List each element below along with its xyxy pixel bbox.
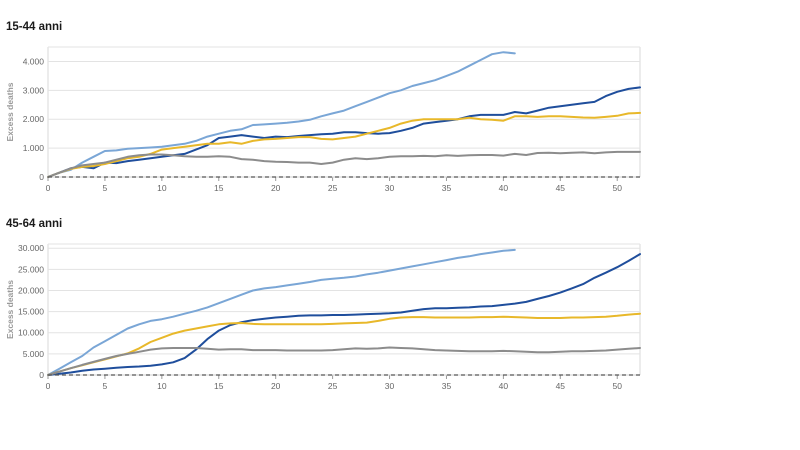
chart-title-15-44: 15-44 anni	[6, 21, 63, 33]
x-tick-label: 0	[46, 381, 51, 391]
x-tick-label: 30	[385, 381, 395, 391]
x-tick-label: 45	[556, 381, 566, 391]
x-tick-label: 10	[157, 381, 167, 391]
x-tick-label: 25	[328, 381, 338, 391]
y-axis-title: Excess deaths	[5, 82, 15, 141]
y-tick-label: 0	[39, 370, 44, 380]
x-tick-label: 35	[442, 381, 452, 391]
x-tick-label: 40	[499, 183, 509, 193]
y-axis-title: Excess deaths	[5, 280, 15, 339]
x-tick-label: 15	[214, 183, 224, 193]
y-tick-label: 15.000	[18, 307, 44, 317]
x-tick-label: 50	[612, 381, 622, 391]
y-tick-label: 10.000	[18, 328, 44, 338]
x-tick-label: 25	[328, 183, 338, 193]
y-tick-label: 4.000	[23, 56, 45, 66]
x-tick-label: 20	[271, 381, 281, 391]
x-tick-label: 10	[157, 183, 167, 193]
series-line-1	[47, 248, 516, 376]
x-tick-label: 40	[499, 381, 509, 391]
x-tick-label: 35	[442, 183, 452, 193]
y-tick-label: 1.000	[23, 143, 45, 153]
x-tick-label: 5	[103, 381, 108, 391]
series-line-4	[47, 150, 641, 178]
y-tick-label: 0	[39, 172, 44, 182]
chart-title-45-64: 45-64 anni	[6, 218, 63, 230]
x-tick-label: 45	[556, 183, 566, 193]
x-tick-label: 30	[385, 183, 395, 193]
series-line-2	[47, 253, 641, 376]
y-tick-label: 25.000	[18, 264, 44, 274]
x-tick-label: 0	[46, 183, 51, 193]
x-tick-label: 20	[271, 183, 281, 193]
series-line-3	[47, 111, 641, 178]
series-line-1	[47, 51, 516, 178]
y-tick-label: 30.000	[18, 243, 44, 253]
x-tick-label: 5	[103, 183, 108, 193]
y-tick-label: 20.000	[18, 285, 44, 295]
series-line-2	[47, 86, 641, 178]
y-tick-label: 5.000	[23, 349, 45, 359]
x-tick-label: 50	[612, 183, 622, 193]
x-tick-label: 15	[214, 381, 224, 391]
y-tick-label: 3.000	[23, 85, 45, 95]
series-line-3	[47, 312, 641, 376]
y-tick-label: 2.000	[23, 114, 45, 124]
series-line-4	[47, 346, 641, 376]
